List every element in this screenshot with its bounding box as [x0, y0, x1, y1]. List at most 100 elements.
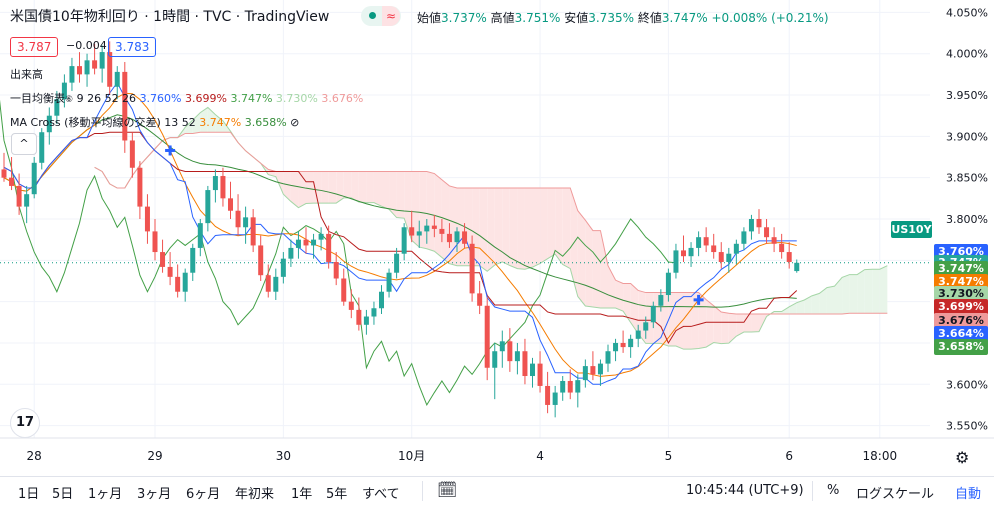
- ma-cross-marker: [693, 294, 704, 305]
- candle-body: [92, 60, 98, 69]
- cloud-segment: [366, 171, 374, 203]
- range-1m-button[interactable]: 1ヶ月: [88, 487, 123, 502]
- approx-icon[interactable]: ≈: [382, 6, 400, 26]
- range-ytd-button[interactable]: 年初来: [235, 487, 275, 502]
- candle-body: [681, 250, 686, 257]
- volume-legend[interactable]: 出来高: [10, 66, 43, 82]
- bottom-toolbar: 1日 5日 1ヶ月 3ヶ月 6ヶ月 年初来 1年 5年 すべて 🗓 10:45:…: [0, 476, 994, 505]
- candle-body: [9, 177, 15, 186]
- range-1d-button[interactable]: 1日: [18, 487, 40, 502]
- cloud-segment: [419, 171, 427, 249]
- cloud-segment: [577, 210, 586, 306]
- cloud-segment: [600, 230, 608, 309]
- candle-body: [341, 278, 347, 302]
- candle-body: [190, 247, 196, 273]
- candle-body: [386, 272, 392, 292]
- cloud-segment: [200, 107, 208, 133]
- collapse-legend-button[interactable]: ^: [11, 133, 37, 155]
- range-6m-button[interactable]: 6ヶ月: [186, 487, 221, 502]
- price-tick-label: 4.050%: [946, 6, 988, 19]
- candle-body: [590, 366, 596, 375]
- candle-body: [439, 228, 445, 234]
- hidden-icon[interactable]: ⊘: [290, 116, 300, 129]
- span-a-value: 3.730%: [275, 92, 318, 105]
- range-5d-button[interactable]: 5日: [52, 487, 74, 502]
- log-scale-button[interactable]: ログスケール: [856, 487, 935, 502]
- sell-button[interactable]: 3.787: [10, 37, 59, 57]
- candle-body: [144, 206, 150, 232]
- compare-pill[interactable]: ≈: [361, 6, 401, 26]
- ohlc-readout: 始値3.737% 高値3.751% 安値3.735% 終値3.747% +0.0…: [417, 9, 829, 26]
- candle-body: [454, 231, 460, 243]
- cloud-segment: [509, 188, 518, 269]
- cloud-segment: [479, 188, 488, 272]
- candle-body: [665, 272, 671, 296]
- cloud-segment: [207, 107, 216, 133]
- price-axis[interactable]: 4.050%4.000%3.950%3.900%3.850%3.800%3.75…: [946, 6, 988, 432]
- cloud-segment: [321, 171, 329, 204]
- buy-button[interactable]: 3.783: [108, 37, 157, 57]
- toolbar-divider: [422, 481, 423, 501]
- toolbar-divider: [812, 481, 813, 501]
- candle-body: [205, 190, 211, 224]
- auto-scale-button[interactable]: 自動: [955, 487, 982, 502]
- price-tick-label: 4.000%: [946, 48, 988, 61]
- candle-body: [280, 258, 286, 277]
- candle-body: [545, 385, 551, 405]
- range-5y-button[interactable]: 5年: [326, 487, 348, 502]
- percent-button[interactable]: %: [827, 483, 840, 498]
- tradingview-logo[interactable]: 17: [10, 408, 40, 438]
- candle-body: [197, 223, 203, 248]
- ichimoku-legend[interactable]: 一目均衡表⑥ 9 26 52 26 3.760% 3.699% 3.747% 3…: [10, 90, 363, 106]
- cloud-segment: [389, 171, 397, 218]
- candle-body: [688, 247, 694, 257]
- candle-body: [537, 363, 543, 386]
- live-dot-icon: [369, 12, 376, 19]
- ma-cross-label: MA Cross (移動平均線の交差): [10, 116, 161, 129]
- cloud-segment: [343, 171, 352, 198]
- price-tag: 3.676%: [934, 312, 988, 329]
- candle-body: [733, 243, 739, 254]
- candle-body: [212, 176, 218, 191]
- candle-body: [16, 185, 22, 207]
- cloud-segment: [811, 293, 820, 315]
- range-all-button[interactable]: すべて: [362, 487, 400, 502]
- candle-body: [99, 52, 105, 69]
- candle-body: [129, 140, 135, 168]
- calendar-icon[interactable]: 🗓: [437, 480, 458, 499]
- candle-body: [318, 233, 324, 240]
- candle-body: [243, 217, 249, 228]
- candle-body: [605, 351, 611, 364]
- tenkan-line: [3, 81, 797, 385]
- candle-body: [31, 162, 37, 195]
- eye-icon: ⑥: [65, 95, 74, 105]
- price-tag: 3.730%: [934, 286, 988, 303]
- gear-icon[interactable]: ⚙: [955, 448, 970, 467]
- range-3m-button[interactable]: 3ヶ月: [137, 487, 172, 502]
- ma-cross-legend[interactable]: MA Cross (移動平均線の交差) 13 52 3.747% 3.658% …: [10, 114, 299, 130]
- candle-body: [363, 316, 369, 325]
- clock-readout[interactable]: 10:45:44 (UTC+9): [686, 483, 804, 498]
- price-tick-label: 3.850%: [946, 172, 988, 185]
- cloud-segment: [842, 274, 850, 315]
- candle-body: [597, 363, 603, 375]
- cloud-segment: [555, 188, 563, 265]
- cloud-segment: [668, 292, 676, 347]
- cloud-segment: [645, 292, 654, 344]
- cloud-segment: [743, 314, 752, 333]
- chikou-line: [0, 99, 677, 407]
- candle-body: [54, 99, 60, 116]
- high-value: 3.751%: [514, 11, 561, 25]
- range-1y-button[interactable]: 1年: [291, 487, 313, 502]
- candle-body: [492, 351, 498, 368]
- cloud-segment: [849, 274, 858, 314]
- cloud-segment: [547, 188, 556, 259]
- candle-body: [273, 276, 279, 292]
- cloud-segment: [834, 277, 843, 315]
- time-tick-label: 5: [665, 449, 673, 463]
- candle-body: [582, 366, 588, 381]
- time-axis[interactable]: 28 29 30 10月 4 5 6 18:00: [27, 449, 898, 463]
- candle-body: [779, 243, 785, 253]
